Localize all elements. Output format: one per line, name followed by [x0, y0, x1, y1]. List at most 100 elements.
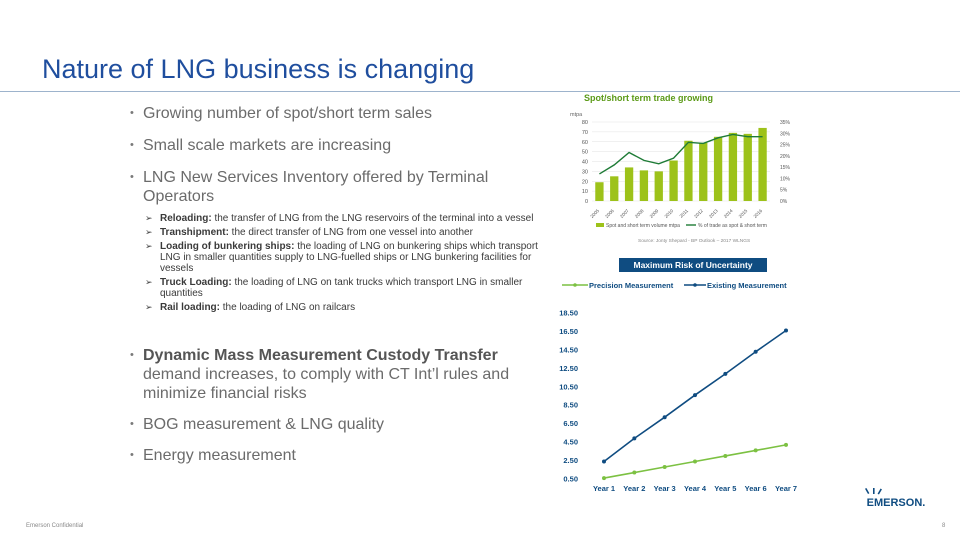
sub-bullet-term: Reloading:	[160, 213, 212, 224]
sub-bullet-term: Truck Loading:	[160, 277, 232, 288]
x-tick-label: Year 7	[775, 484, 797, 493]
y-tick-label: 18.50	[559, 309, 578, 318]
y-tick-label: 40	[582, 160, 588, 166]
data-point	[602, 459, 606, 464]
x-tick-label: Year 5	[714, 484, 736, 493]
x-tick-label: Year 6	[745, 484, 767, 493]
data-point	[784, 328, 788, 333]
sub-bullet-truck: Truck Loading: the loading of LNG on tan…	[130, 277, 560, 299]
legend-bar-swatch	[596, 223, 604, 227]
sub-bullet-term: Transhipment:	[160, 227, 229, 238]
footer-confidential: Emerson Confidential	[26, 523, 84, 529]
y2-tick-label: 5%	[780, 188, 788, 194]
y2-tick-label: 10%	[780, 176, 791, 182]
data-point	[723, 453, 728, 458]
sub-bullet-term: Loading of bunkering ships:	[160, 241, 295, 252]
sub-bullet-reloading: Reloading: the transfer of LNG from the …	[130, 213, 560, 224]
page-number: 8	[942, 523, 946, 529]
bar	[758, 127, 767, 201]
bar	[728, 132, 738, 201]
x-tick-label: 2009	[649, 208, 660, 219]
data-point	[693, 393, 697, 398]
bar	[684, 140, 693, 201]
y-tick-label: 10	[582, 189, 588, 195]
x-tick-label: 2015	[738, 208, 749, 219]
x-tick-label: 2010	[664, 208, 675, 219]
legend-existing-marker	[693, 283, 697, 287]
y-tick-label: 30	[582, 169, 588, 175]
sub-bullet-transhipment: Transhipment: the direct transfer of LNG…	[130, 227, 560, 238]
data-point	[632, 470, 637, 475]
bar	[743, 133, 752, 201]
y-tick-label: 60	[582, 140, 588, 146]
data-point	[784, 442, 788, 447]
bullet-small-scale: Small scale markets are increasing	[130, 136, 560, 155]
bar	[654, 171, 663, 201]
y-tick-label: 16.50	[559, 327, 578, 336]
x-tick-label: Year 2	[623, 484, 645, 493]
y-tick-label: 50	[582, 150, 588, 156]
y-axis-label: mtpa	[570, 112, 583, 118]
sub-bullet-bunkering: Loading of bunkering ships: the loading …	[130, 241, 560, 274]
bullet-bog: BOG measurement & LNG quality	[130, 415, 560, 434]
sub-bullet-text: the loading of LNG on bunkering ships wh…	[160, 241, 538, 274]
y2-tick-label: 0%	[780, 199, 788, 205]
y-tick-label: 8.50	[563, 401, 578, 410]
sub-bullet-text: the loading of LNG on tank trucks which …	[160, 277, 523, 299]
chart-source: Source: Jonty Shepard - BP Outlook – 201…	[638, 238, 750, 244]
x-tick-label: 2012	[693, 208, 704, 219]
data-point	[723, 371, 728, 376]
x-tick-label: 2005	[589, 208, 600, 219]
bullet-new-services: LNG New Services Inventory offered by Te…	[130, 168, 560, 206]
data-point	[753, 448, 758, 453]
y2-tick-label: 25%	[780, 143, 791, 149]
x-tick-label: Year 3	[654, 484, 676, 493]
x-tick-label: 2016	[753, 208, 764, 219]
uncertainty-chart: Maximum Risk of Uncertainty Precision Mea…	[559, 258, 797, 493]
bullet-energy: Energy measurement	[130, 446, 560, 465]
x-tick-label: Year 4	[684, 484, 707, 493]
y-tick-label: 10.50	[559, 382, 578, 391]
title-divider	[0, 91, 960, 92]
y-tick-label: 70	[582, 130, 588, 136]
y-tick-label: 4.50	[563, 438, 578, 447]
y2-tick-label: 35%	[780, 120, 791, 126]
spot-trade-chart: mtpa 0 10 20 30 40 50 60 70 80 0% 5% 10% 15% 20% 25% 30%…	[570, 112, 791, 244]
bullet-dynamic-mass: Dynamic Mass Measurement Custody Transfe…	[130, 346, 560, 403]
chart-title: Maximum Risk of Uncertainty	[633, 260, 752, 270]
bullet-spot-sales: Growing number of spot/short term sales	[130, 104, 560, 123]
bullet-text: demand increases, to comply with CT Int’…	[143, 366, 510, 402]
sub-bullet-text: the transfer of LNG from the LNG reservo…	[211, 213, 534, 224]
x-tick-label: 2007	[619, 208, 630, 219]
legend-bar-label: Spot and short term volume mtpa	[606, 223, 680, 229]
y2-tick-label: 20%	[780, 154, 791, 160]
y-tick-label: 14.50	[559, 345, 578, 354]
bar	[624, 167, 634, 201]
y-tick-label: 0.50	[563, 475, 578, 484]
sub-bullet-text: the loading of LNG on railcars	[220, 302, 356, 313]
bar	[669, 160, 678, 201]
y2-tick-label: 30%	[780, 131, 791, 137]
page-title: Nature of LNG business is changing	[42, 54, 475, 84]
bar	[699, 142, 708, 201]
data-point	[693, 459, 697, 464]
legend-line-label: % of trade as spot & short term	[698, 223, 767, 229]
bar	[639, 170, 649, 201]
x-tick-label: 2014	[723, 208, 734, 219]
x-tick-label: 2008	[634, 208, 645, 219]
y-tick-label: 0	[585, 199, 588, 205]
y-tick-label: 2.50	[563, 456, 578, 465]
legend-precision-label: Precision Measurement	[589, 281, 674, 290]
bar	[595, 182, 604, 201]
sub-bullet-rail: Rail loading: the loading of LNG on rail…	[130, 302, 560, 313]
trend-line	[599, 133, 763, 175]
emerson-logo: EMERSON.	[865, 488, 925, 509]
sub-bullet-list: Reloading: the transfer of LNG from the …	[130, 213, 560, 313]
data-point	[662, 415, 667, 420]
bullet-bold-term: Dynamic Mass Measurement Custody Transfe…	[143, 347, 498, 364]
x-tick-label: Year 1	[593, 484, 615, 493]
sub-bullet-text: the direct transfer of LNG from one vess…	[228, 227, 473, 238]
y2-tick-label: 15%	[780, 165, 791, 171]
legend-precision-marker	[573, 283, 577, 287]
y-tick-label: 20	[582, 179, 588, 185]
